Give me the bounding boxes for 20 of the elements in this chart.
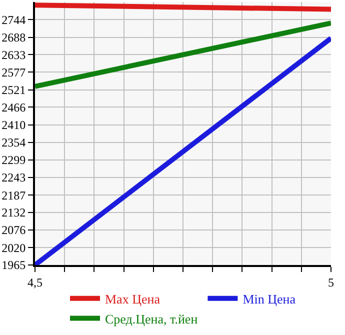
x-tick-label: 5 xyxy=(328,275,334,290)
y-tick-label: 2187 xyxy=(2,188,26,202)
y-tick-label: 1965 xyxy=(2,258,26,272)
y-tick-label: 2410 xyxy=(2,118,26,132)
y-tick-label: 2633 xyxy=(2,48,26,62)
legend-label: Max Цена xyxy=(105,291,160,306)
y-tick-label: 2577 xyxy=(2,65,26,80)
y-tick-label: 2744 xyxy=(2,12,26,27)
legend-label: Сред.Цена, т.йен xyxy=(105,311,198,326)
y-tick-label: 2521 xyxy=(2,83,26,98)
legend-label: Min Цена xyxy=(242,291,296,306)
x-tick-label: 4,5 xyxy=(28,275,42,290)
y-tick-label: 2076 xyxy=(2,223,26,238)
y-tick-label: 2688 xyxy=(2,30,26,44)
y-tick-label: 2020 xyxy=(2,240,26,255)
y-tick-label: 2466 xyxy=(2,100,26,114)
y-tick-label: 2132 xyxy=(2,206,26,220)
y-tick-label: 2299 xyxy=(2,153,26,167)
y-tick-label: 2354 xyxy=(2,136,26,150)
y-tick-label: 2243 xyxy=(2,170,26,185)
